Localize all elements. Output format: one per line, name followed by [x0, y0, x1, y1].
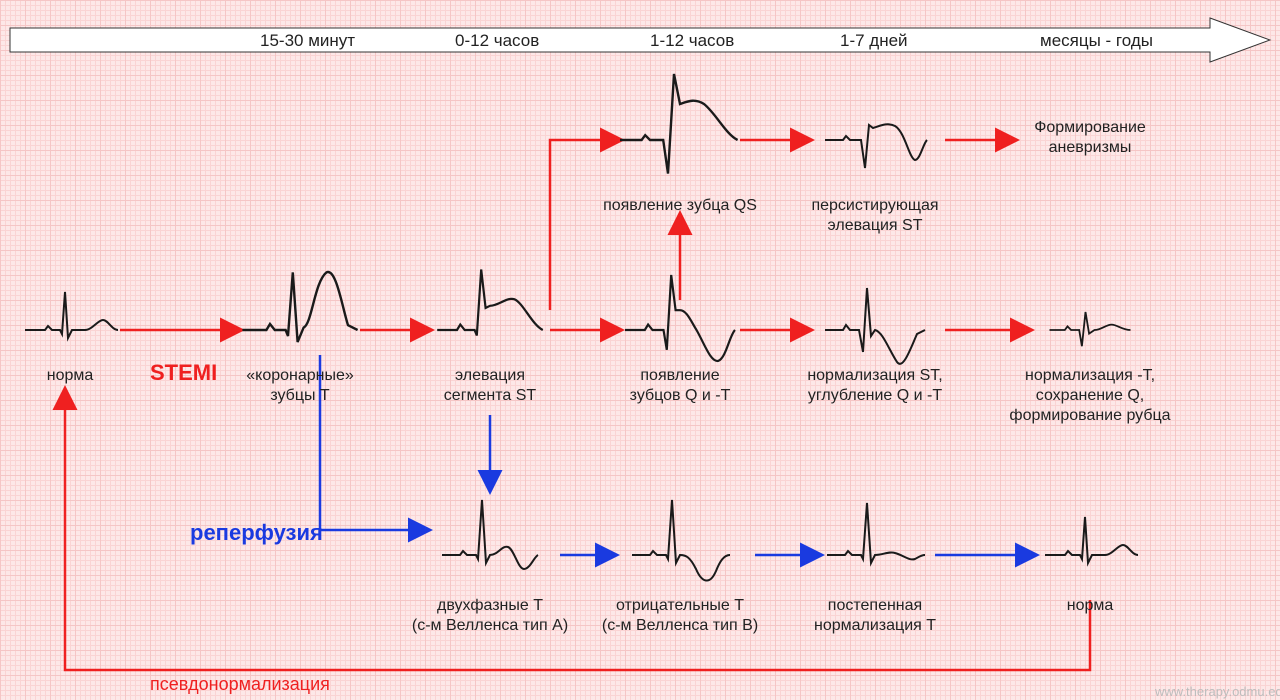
ecg-norma2: норма	[1045, 517, 1138, 614]
ecg-caption: нормализация ST,	[807, 367, 942, 384]
ecg-caption: углубление Q и -Т	[808, 387, 942, 404]
reperfusion-label: реперфузия	[190, 520, 323, 545]
ecg-waveform	[1045, 517, 1138, 563]
ecg-waveform	[825, 288, 925, 364]
ecg-waveform	[442, 500, 538, 569]
watermark: www.therapy.odmu.edu.ua	[1154, 684, 1280, 699]
ecg-caption: «коронарные»	[246, 367, 354, 384]
ecg-waveform	[25, 292, 118, 338]
ecg-norma1: норма	[25, 292, 118, 384]
ecg-caption: появление	[640, 367, 719, 384]
ecg-caption: (с-м Велленса тип А)	[412, 617, 568, 634]
ecg-caption: постепенная	[828, 597, 922, 614]
ecg-caption: сохранение Q,	[1036, 387, 1144, 404]
ecg-caption: нормализация -Т,	[1025, 367, 1155, 384]
ecg-waveform	[242, 272, 357, 342]
ecg-caption: формирование рубца	[1009, 407, 1170, 424]
ecg-gradualNorm: постепенная нормализация Т	[814, 503, 936, 634]
ecg-stElev: элевация сегмента ST	[437, 270, 543, 405]
ecg-waveform	[827, 503, 925, 563]
ecg-scar: нормализация -Т, сохранение Q, формировани…	[1009, 312, 1170, 424]
ecg-waveform	[825, 124, 927, 168]
ecg-waveform	[1050, 312, 1131, 346]
ecg-caption: элевация ST	[828, 217, 923, 234]
flow-arrows	[65, 140, 1090, 670]
pseudonormalization-label: псевдонормализация	[150, 674, 330, 694]
ecg-persistST: персистирующая элевация ST	[811, 124, 938, 234]
ecg-waveform	[632, 500, 730, 581]
flow-arrow	[550, 140, 620, 310]
ecg-negT_B: отрицательные Т (с-м Велленса тип В)	[602, 500, 758, 634]
ecg-waveform	[620, 74, 738, 174]
timeline-label: 1-12 часов	[650, 31, 734, 50]
diagram-svg: 15-30 минут 0-12 часов 1-12 часов 1-7 дней м…	[0, 0, 1280, 700]
timeline-label: 0-12 часов	[455, 31, 539, 50]
timeline-label: 1-7 дней	[840, 31, 908, 50]
ecg-caption: Формирование	[1034, 119, 1146, 136]
ecg-caption: появление зубца QS	[603, 197, 757, 214]
ecg-caption: персистирующая	[811, 197, 938, 214]
ecg-caption: (с-м Велленса тип В)	[602, 617, 758, 634]
ecg-coronaryT: «коронарные» зубцы Т	[242, 272, 357, 404]
ecg-caption: двухфазные Т	[437, 597, 543, 614]
ecg-caption: зубцы Т	[270, 387, 330, 404]
stemi-label: STEMI	[150, 360, 217, 385]
ecg-caption: отрицательные Т	[616, 597, 744, 614]
timeline-label: 15-30 минут	[260, 31, 355, 50]
ecg-qs_wave: появление зубца QS	[603, 74, 757, 214]
diagram-layer: 15-30 минут 0-12 часов 1-12 часов 1-7 дней м…	[0, 0, 1280, 700]
ecg-caption: сегмента ST	[444, 387, 537, 404]
ecg-normST_deepQ: нормализация ST, углубление Q и -Т	[807, 288, 942, 404]
ecg-cells: норма «коронарные» зубцы Т элевация сегмента…	[25, 74, 1171, 634]
ecg-caption: зубцов Q и -Т	[630, 387, 731, 404]
ecg-caption: норма	[1067, 597, 1114, 614]
ecg-caption: элевация	[455, 367, 525, 384]
ecg-aneurysm: Формирование аневризмы	[1034, 119, 1146, 156]
ecg-caption: аневризмы	[1049, 139, 1132, 156]
ecg-waveform	[437, 270, 543, 336]
ecg-caption: нормализация Т	[814, 617, 936, 634]
ecg-caption: норма	[47, 367, 94, 384]
timeline-label: месяцы - годы	[1040, 31, 1153, 50]
ecg-biphasicT: двухфазные Т (с-м Велленса тип А)	[412, 500, 568, 634]
